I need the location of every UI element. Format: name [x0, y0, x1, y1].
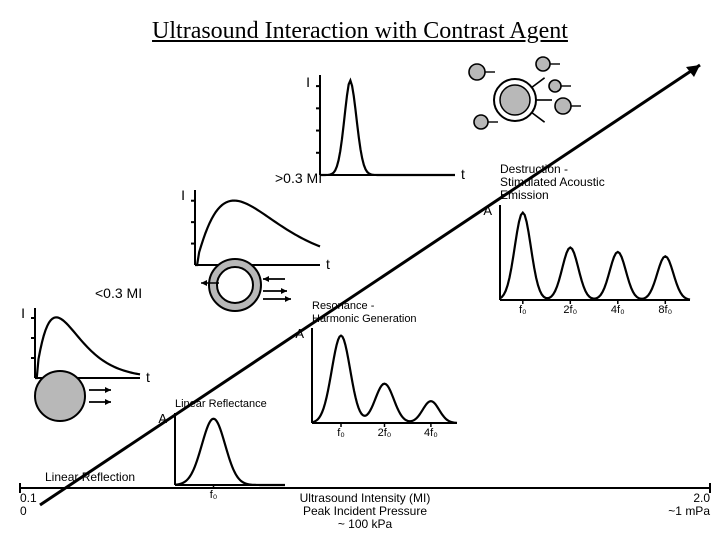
svg-text:t: t	[146, 369, 150, 385]
svg-text:Peak Incident Pressure: Peak Incident Pressure	[303, 504, 427, 518]
svg-text:~ 100 kPa: ~ 100 kPa	[338, 517, 393, 531]
svg-text:I: I	[21, 305, 25, 321]
svg-text:2f₀: 2f₀	[378, 427, 392, 439]
svg-text:2.0: 2.0	[693, 491, 710, 505]
svg-text:Linear Reflectance: Linear Reflectance	[175, 398, 267, 410]
svg-text:f₀: f₀	[519, 304, 527, 316]
svg-text:f₀: f₀	[337, 427, 345, 439]
svg-text:A: A	[483, 203, 492, 218]
svg-text:I: I	[181, 187, 185, 203]
label-mi-high: >0.3 MI	[275, 170, 322, 186]
svg-text:A: A	[158, 411, 167, 426]
svg-text:Harmonic Generation: Harmonic Generation	[312, 313, 417, 325]
svg-text:f₀: f₀	[210, 489, 218, 501]
diagram-stage: 0.10 2.0~1 mPa Ultrasound Intensity (MI)Pe…	[0, 60, 720, 540]
page-title: Ultrasound Interaction with Contrast Age…	[0, 18, 720, 45]
svg-text:Destruction -: Destruction -	[500, 162, 568, 176]
svg-text:Resonance -: Resonance -	[312, 300, 375, 312]
svg-text:t: t	[461, 166, 465, 182]
label-mi-low: <0.3 MI	[95, 285, 142, 301]
svg-text:2f₀: 2f₀	[563, 304, 577, 316]
svg-text:Stimulated Acoustic: Stimulated Acoustic	[500, 175, 605, 189]
svg-text:0: 0	[20, 504, 27, 518]
svg-text:Emission: Emission	[500, 188, 549, 202]
svg-text:8f₀: 8f₀	[658, 304, 672, 316]
svg-text:t: t	[326, 256, 330, 272]
svg-text:I: I	[306, 74, 310, 90]
svg-text:Ultrasound Intensity (MI): Ultrasound Intensity (MI)	[300, 491, 431, 505]
svg-text:4f₀: 4f₀	[424, 427, 438, 439]
svg-text:~1 mPa: ~1 mPa	[668, 504, 710, 518]
label-linear-reflection: Linear Reflection	[45, 470, 135, 484]
svg-text:A: A	[295, 326, 304, 341]
svg-text:0.1: 0.1	[20, 491, 37, 505]
svg-text:4f₀: 4f₀	[611, 304, 625, 316]
